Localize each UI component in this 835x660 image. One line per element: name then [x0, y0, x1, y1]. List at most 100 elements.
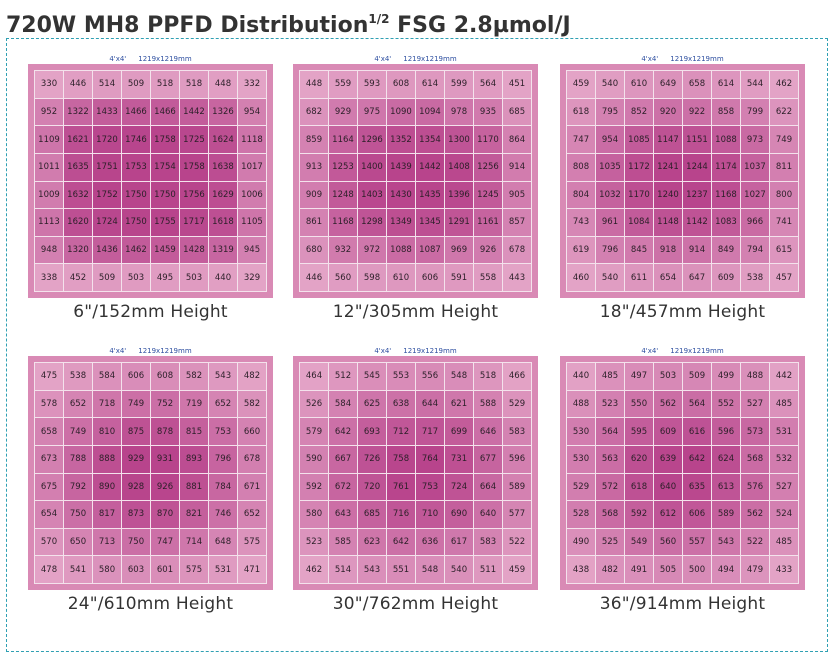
heatmap-cell: 1725: [180, 126, 209, 154]
heatmap-cell: 1105: [238, 209, 267, 237]
heatmap-cell: 540: [445, 556, 474, 584]
heatmap-cell: 1724: [93, 209, 122, 237]
heatmap-cell: 747: [151, 528, 180, 557]
heatmap-cell: 558: [474, 264, 503, 292]
heatmap-cell: 563: [596, 445, 625, 474]
heatmap-cell: 509: [683, 363, 712, 391]
heatmap-cell: 509: [93, 264, 122, 292]
heatmap-cell: 714: [180, 528, 209, 557]
heatmap-cell: 1750: [122, 209, 151, 237]
heatmap-cell: 488: [741, 363, 770, 391]
heatmap-cell: 518: [474, 363, 503, 391]
heatmap-cell: 485: [770, 390, 799, 419]
height-label: 6"/152mm Height: [73, 302, 228, 322]
heatmap-cell: 724: [445, 473, 474, 502]
heatmap-cell: 582: [180, 363, 209, 391]
heatmap-cell: 592: [625, 501, 654, 529]
heatmap-cell: 922: [683, 98, 712, 127]
heatmap-cell: 559: [329, 71, 358, 99]
heatmap-cell: 741: [770, 209, 799, 237]
heatmap-cell: 1345: [416, 209, 445, 237]
heatmap-cell: 459: [567, 71, 596, 99]
heatmap-cell: 1746: [122, 126, 151, 154]
heatmap-cell: 646: [474, 418, 503, 446]
heatmap-cell: 1436: [93, 236, 122, 265]
heatmap-cell: 1300: [445, 126, 474, 154]
heatmap-cell: 664: [474, 473, 503, 502]
heatmap-cell: 1352: [387, 126, 416, 154]
heatmap-cell: 622: [770, 98, 799, 127]
heatmap-cell: 588: [474, 390, 503, 419]
heatmap-cell: 1442: [416, 153, 445, 182]
heatmap-cell: 658: [35, 418, 64, 446]
heatmap-cell: 750: [64, 501, 93, 529]
heatmap-cell: 1322: [64, 98, 93, 127]
heatmap-cell: 618: [567, 98, 596, 127]
heatmap-cell: 1629: [209, 181, 238, 210]
heatmap-area: 459 540 610 649 658 614 544 462 618 795 852 920 922 8…: [560, 64, 805, 298]
heatmap-cell: 1083: [712, 209, 741, 237]
heatmap-cell: 457: [770, 264, 799, 292]
heatmap-cell: 795: [596, 98, 625, 127]
heatmap-cell: 750: [122, 528, 151, 557]
heatmap-cell: 870: [151, 501, 180, 529]
dimensions-mm: 1219x1219mm: [403, 347, 457, 355]
heatmap-cell: 612: [654, 501, 683, 529]
area-dimensions: 4'x4' 1219x1219mm: [28, 54, 273, 64]
heatmap-cell: 675: [35, 473, 64, 502]
heatmap-cell: 623: [358, 528, 387, 557]
heatmap-cell: 1147: [654, 126, 683, 154]
heatmap-cell: 601: [151, 556, 180, 584]
heatmap-cell: 796: [596, 236, 625, 265]
heatmap-cell: 531: [209, 556, 238, 584]
heatmap-cell: 758: [387, 445, 416, 474]
heatmap-cell: 560: [329, 264, 358, 292]
heatmap-cell: 914: [683, 236, 712, 265]
heatmap-cell: 589: [712, 501, 741, 529]
heatmap-cell: 544: [741, 71, 770, 99]
heatmap-cell: 1754: [151, 153, 180, 182]
heatmap-cell: 799: [741, 98, 770, 127]
heatmap-cell: 332: [238, 71, 267, 99]
heatmap-cell: 615: [770, 236, 799, 265]
heatmap-cell: 564: [474, 71, 503, 99]
heatmap-cell: 478: [35, 556, 64, 584]
heatmap-cell: 568: [596, 501, 625, 529]
heatmap-cell: 596: [503, 445, 532, 474]
heatmap-cell: 636: [416, 528, 445, 557]
heatmap-cell: 1755: [151, 209, 180, 237]
heatmap-cell: 792: [64, 473, 93, 502]
heatmap-cell: 538: [64, 363, 93, 391]
heatmap-cell: 509: [122, 71, 151, 99]
area-dimensions: 4'x4' 1219x1219mm: [293, 54, 538, 64]
heatmap-cell: 540: [596, 264, 625, 292]
heatmap-cell: 529: [503, 390, 532, 419]
heatmap-cell: 591: [445, 264, 474, 292]
heatmap-cell: 878: [151, 418, 180, 446]
heatmap-area: 475 538 584 606 608 582 543 482 578 652 718 749 752 7…: [28, 356, 273, 590]
heatmap-cell: 640: [654, 473, 683, 502]
heatmap-cell: 788: [64, 445, 93, 474]
heatmap-cell: 1408: [445, 153, 474, 182]
heatmap-cell: 451: [503, 71, 532, 99]
heatmap-cell: 529: [567, 473, 596, 502]
heatmap-cell: 677: [474, 445, 503, 474]
heatmap-cell: 1720: [93, 126, 122, 154]
heatmap-cell: 1296: [358, 126, 387, 154]
heatmap-cell: 583: [503, 418, 532, 446]
heatmap-cell: 599: [445, 71, 474, 99]
heatmap-cell: 494: [712, 556, 741, 584]
heatmap-cell: 522: [741, 528, 770, 557]
heatmap-cell: 954: [238, 98, 267, 127]
heatmap-cell: 909: [300, 181, 329, 210]
heatmap-cell: 579: [300, 418, 329, 446]
heatmap-cell: 512: [329, 363, 358, 391]
heatmap-cell: 557: [683, 528, 712, 557]
heatmap-cell: 471: [238, 556, 267, 584]
heatmap-cell: 580: [300, 501, 329, 529]
heatmap-cell: 1620: [64, 209, 93, 237]
heatmap-cell: 609: [654, 418, 683, 446]
heatmap-cell: 538: [741, 264, 770, 292]
heatmap-cell: 576: [741, 473, 770, 502]
heatmap-cell: 614: [712, 71, 741, 99]
